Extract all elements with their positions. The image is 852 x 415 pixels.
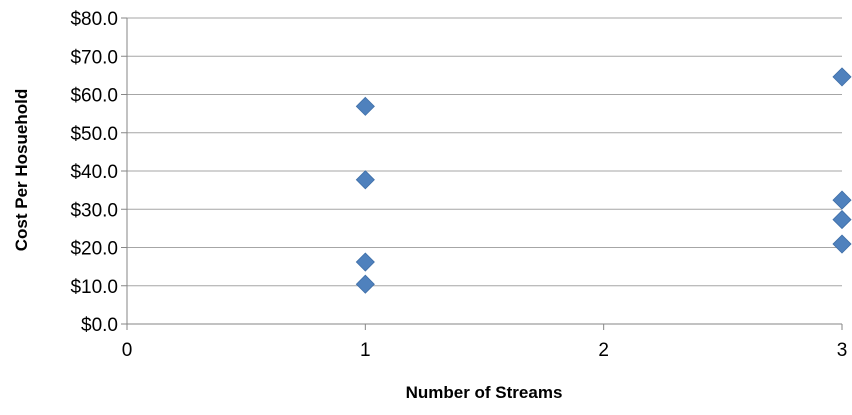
- data-point-diamond: [356, 253, 374, 271]
- y-tick-label: $0.0: [81, 315, 118, 336]
- y-tick-label: $80.0: [70, 9, 118, 30]
- y-tick-label: $30.0: [70, 200, 118, 221]
- y-tick-label: $10.0: [70, 277, 118, 298]
- y-tick-labels: $0.0 $10.0 $20.0 $30.0 $40.0 $50.0 $60.0 $70.0 $…: [70, 9, 118, 336]
- data-points: [356, 68, 851, 293]
- x-tick-label: 0: [122, 340, 133, 361]
- data-point-diamond: [833, 235, 851, 253]
- axes: [121, 18, 842, 330]
- y-tick-label: $70.0: [70, 47, 118, 68]
- y-tick-label: $20.0: [70, 239, 118, 260]
- data-point-diamond: [833, 191, 851, 209]
- data-point-diamond: [833, 68, 851, 86]
- gridlines: [127, 18, 842, 286]
- y-tick-label: $50.0: [70, 124, 118, 145]
- y-axis-title: Cost Per Hosuehold: [12, 89, 31, 251]
- x-tick-label: 1: [360, 340, 371, 361]
- x-tick-label: 2: [598, 340, 609, 361]
- data-point-diamond: [356, 97, 374, 115]
- data-point-diamond: [833, 211, 851, 229]
- y-tick-label: $40.0: [70, 162, 118, 183]
- x-axis-title: Number of Streams: [406, 383, 563, 402]
- data-point-diamond: [356, 171, 374, 189]
- data-point-diamond: [356, 275, 374, 293]
- x-tick-labels: 0 1 2 3: [122, 340, 848, 361]
- x-tick-label: 3: [837, 340, 848, 361]
- y-tick-label: $60.0: [70, 86, 118, 107]
